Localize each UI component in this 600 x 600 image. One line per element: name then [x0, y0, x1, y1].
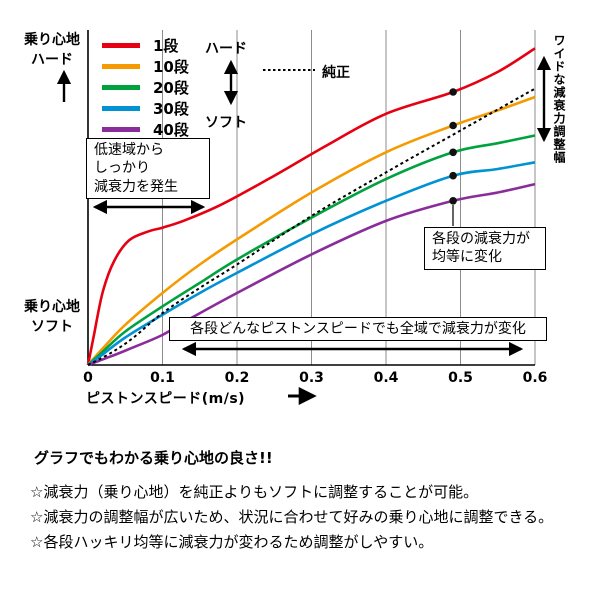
curve-純正 [87, 87, 536, 366]
x-tick-0.6: 0.6 [522, 370, 548, 386]
curve-20段 [87, 134, 536, 366]
footer-bullet-1: ☆減衰力（乗り心地）を純正よりもソフトに調整することが可能。 [30, 483, 479, 501]
legend-swatch-green [102, 85, 140, 90]
footer-bullet-3: ☆各段ハッキリ均等に減衰力が変わるため調整がしやすい。 [30, 533, 434, 551]
full-range-annotation-box: 各段どんなピストンスピードでも全域で減衰力が変化 [169, 317, 547, 342]
x-axis-label: ピストンスピード(m/s) [86, 391, 246, 407]
full-range-text: 各段どんなピストンスピードでも全域で減衰力が変化 [190, 321, 526, 337]
equal-step-dot-40段 [449, 197, 457, 205]
stock-legend-label: 純正 [322, 65, 350, 81]
y-bottom-line1: 乗り心地 [24, 299, 80, 315]
legend-label: 10段 [153, 58, 189, 76]
legend-item-1: 1段 [102, 36, 189, 55]
legend-item-30: 30段 [102, 99, 189, 118]
footer-bullet-2: ☆減衰力の調整幅が広いため、状況に合わせて好みの乗り心地に調整できる。 [30, 508, 554, 526]
legend-item-20: 20段 [102, 78, 189, 97]
legend-label: 30段 [153, 100, 189, 118]
curve-30段 [87, 161, 536, 367]
legend-label: 1段 [153, 37, 179, 55]
curve-40段 [87, 182, 536, 367]
x-tick-0.1: 0.1 [150, 370, 175, 386]
x-tick-0.3: 0.3 [299, 370, 324, 386]
equal-step-dot-10段 [449, 121, 457, 130]
equal-step-dot-1段 [449, 88, 457, 96]
x-tick-0: 0 [83, 370, 93, 386]
y-axis-bottom-label: 乗り心地 ソフト [16, 297, 88, 338]
annotation-arrows [56, 55, 552, 405]
legend-label: 40段 [153, 121, 189, 139]
y-bottom-line2: ソフト [31, 319, 73, 336]
low-speed-annotation-box: 低速域から しっかり 減衰力を発生 [86, 138, 210, 200]
x-tick-0.5: 0.5 [448, 370, 473, 386]
low-speed-line2: しっかり [94, 160, 150, 177]
damping-chart: 乗り心地 ハード 乗り心地 ソフト 1段 10段 20段 30段 40段 ハード… [16, 30, 566, 407]
equal-change-annotation-box: 各段の減衰力が 均等に変化 [424, 227, 546, 270]
wide-range-vertical-label: ワイドな減衰力調整幅 [552, 34, 566, 164]
legend: 1段 10段 20段 30段 40段 [102, 36, 189, 141]
curve-1段 [86, 47, 536, 366]
legend-label: 20段 [153, 79, 189, 97]
legend-swatch-red [102, 43, 140, 48]
chart-canvas [56, 30, 552, 405]
y-top-line2: ハード [31, 52, 73, 69]
legend-item-40: 40段 [102, 120, 189, 139]
equal-step-dot-20段 [449, 148, 457, 157]
equal-change-line2: 均等に変化 [432, 249, 502, 266]
low-speed-line3: 減衰力を発生 [94, 178, 178, 195]
equal-change-line1: 各段の減衰力が [432, 231, 530, 247]
scale-hard-label: ハード [205, 41, 247, 57]
x-tick-0.2: 0.2 [224, 370, 250, 386]
marker-dots [449, 88, 457, 205]
legend-swatch-orange [102, 64, 140, 69]
curves [86, 47, 536, 367]
legend-swatch-blue [102, 106, 140, 111]
y-axis-top-label: 乗り心地 ハード [16, 30, 88, 71]
scale-soft-label: ソフト [205, 115, 247, 131]
legend-swatch-purple [102, 127, 140, 132]
low-speed-line1: 低速域から [94, 142, 164, 158]
y-top-line1: 乗り心地 [24, 32, 80, 48]
footer-title: グラフでもわかる乗り心地の良さ!! [34, 449, 273, 467]
equal-step-dot-30段 [449, 171, 457, 180]
legend-item-10: 10段 [102, 57, 189, 76]
x-tick-0.4: 0.4 [373, 370, 399, 386]
curve-10段 [87, 95, 536, 366]
